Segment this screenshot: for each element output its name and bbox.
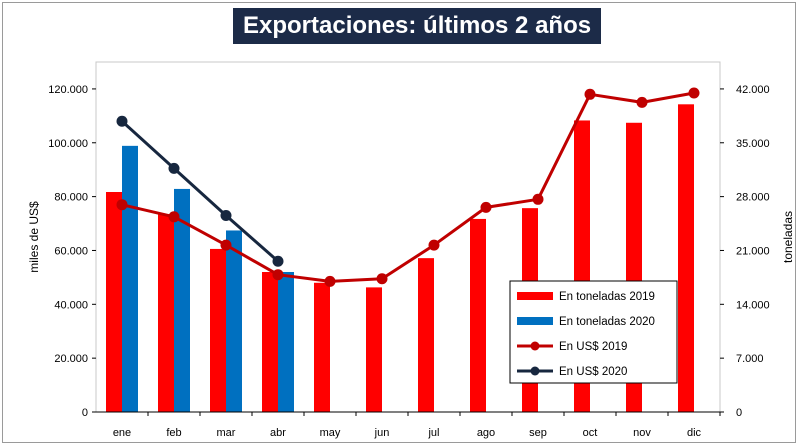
bar-en-toneladas-2020-abr — [278, 272, 294, 412]
x-tick-label: nov — [633, 427, 651, 439]
y-left-tick-label: 20.000 — [54, 353, 88, 365]
x-tick-label: mar — [217, 427, 236, 439]
point-en-uss-2019-nov — [636, 96, 648, 108]
point-en-uss-2020-feb — [168, 162, 180, 174]
point-en-uss-2020-ene — [116, 115, 128, 127]
x-tick-label: feb — [166, 427, 181, 439]
y-left-tick-label: 100.000 — [48, 138, 88, 150]
bar-en-toneladas-2019-jun — [366, 287, 382, 412]
line-en-uss-2019 — [121, 91, 695, 283]
point-en-uss-2019-feb — [168, 211, 180, 223]
bar-en-toneladas-2019-feb — [158, 214, 174, 412]
x-tick-label: dic — [687, 427, 702, 439]
legend-label-toneladas-2019: En toneladas 2019 — [559, 291, 655, 303]
bar-en-toneladas-2020-mar — [226, 230, 242, 412]
point-en-uss-2019-dic — [688, 87, 700, 99]
x-tick-label: oct — [583, 427, 598, 439]
legend-swatch-toneladas-2020 — [517, 317, 553, 325]
legend: En toneladas 2019 En toneladas 2020 En U… — [509, 280, 678, 384]
y-right-tick-label: 42.000 — [736, 84, 770, 96]
bar-en-toneladas-2019-dic — [678, 104, 694, 413]
y-left-tick-label: 40.000 — [54, 299, 88, 311]
point-en-uss-2020-abr — [272, 255, 284, 267]
point-en-uss-2019-mar — [220, 239, 232, 251]
legend-swatch-toneladas-2019 — [517, 292, 553, 300]
y-right-tick-label: 35.000 — [736, 138, 770, 150]
point-en-uss-2019-jun — [376, 273, 388, 285]
y-left-tick-label: 80.000 — [54, 192, 88, 204]
bar-en-toneladas-2020-ene — [122, 145, 138, 412]
legend-marker-usd-2020 — [530, 366, 540, 376]
point-en-uss-2019-oct — [584, 88, 596, 100]
bar-en-toneladas-2019-mar — [210, 248, 226, 412]
bar-en-toneladas-2020-feb — [174, 188, 190, 412]
bar-en-toneladas-2019-may — [314, 282, 330, 412]
legend-label-toneladas-2020: En toneladas 2020 — [559, 316, 655, 328]
y-axis-right-label: toneladas — [781, 211, 795, 263]
bar-en-toneladas-2019-jul — [418, 258, 434, 412]
x-tick-label: jul — [427, 427, 439, 439]
legend-label-usd-2019: En US$ 2019 — [559, 341, 627, 353]
y-left-tick-label: 60.000 — [54, 245, 88, 257]
y-left-tick-label: 0 — [82, 407, 88, 419]
point-en-uss-2019-sep — [532, 193, 544, 205]
y-axis-left-label: miles de US$ — [27, 201, 41, 273]
point-en-uss-2019-abr — [272, 269, 284, 281]
legend-label-usd-2020: En US$ 2020 — [559, 366, 627, 378]
bar-en-toneladas-2019-ene — [106, 192, 122, 412]
point-en-uss-2019-may — [324, 275, 336, 287]
y-right-tick-label: 28.000 — [736, 192, 770, 204]
y-right-tick-label: 21.000 — [736, 245, 770, 257]
point-en-uss-2020-mar — [220, 209, 232, 221]
chart-title: Exportaciones: últimos 2 años — [233, 8, 602, 44]
point-en-uss-2019-ene — [116, 199, 128, 211]
bar-en-toneladas-2019-abr — [262, 272, 278, 412]
point-en-uss-2019-ago — [480, 201, 492, 213]
x-tick-label: jun — [374, 427, 390, 439]
y-right-tick-label: 14.000 — [736, 299, 770, 311]
y-right-tick-label: 7.000 — [736, 353, 764, 365]
line-en-uss-2020 — [120, 120, 279, 263]
x-tick-label: abr — [270, 427, 286, 439]
y-right-tick-label: 0 — [736, 407, 742, 419]
legend-marker-usd-2019 — [530, 341, 540, 351]
bar-en-toneladas-2019-ago — [470, 218, 486, 412]
y-left-tick-label: 120.000 — [48, 84, 88, 96]
x-tick-label: ago — [477, 427, 495, 439]
x-tick-label: ene — [113, 427, 131, 439]
x-tick-label: sep — [529, 427, 547, 439]
x-tick-label: may — [320, 427, 341, 439]
point-en-uss-2019-jul — [428, 239, 440, 251]
